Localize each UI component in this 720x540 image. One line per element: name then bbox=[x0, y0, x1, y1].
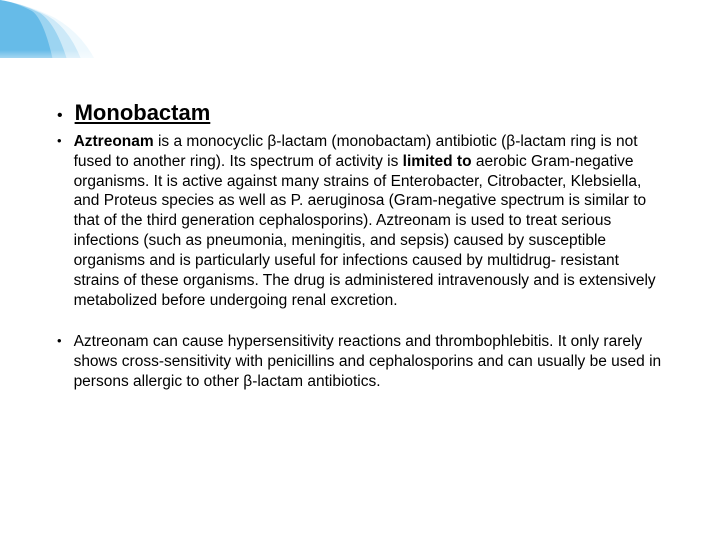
paragraph-2: • Aztreonam can cause hypersensitivity r… bbox=[55, 332, 665, 391]
bullet-dot: • bbox=[57, 107, 63, 125]
paragraph-1: • Aztreonam is a monocyclic β-lactam (mo… bbox=[55, 132, 665, 310]
paragraph-2-text: Aztreonam can cause hypersensitivity rea… bbox=[74, 332, 665, 391]
bold-term-2: limited to bbox=[403, 153, 472, 170]
text-run-2: aerobic Gram-negative organisms. It is a… bbox=[74, 153, 656, 309]
bold-term-1: Aztreonam bbox=[74, 133, 154, 150]
corner-decoration bbox=[0, 0, 140, 70]
heading-bullet: • Monobactam bbox=[55, 100, 665, 126]
bullet-dot: • bbox=[57, 132, 62, 150]
paragraph-1-text: Aztreonam is a monocyclic β-lactam (mono… bbox=[74, 132, 665, 310]
slide-heading: Monobactam bbox=[75, 100, 211, 126]
slide-content: • Monobactam • Aztreonam is a monocyclic… bbox=[55, 100, 665, 414]
bullet-dot: • bbox=[57, 332, 62, 350]
